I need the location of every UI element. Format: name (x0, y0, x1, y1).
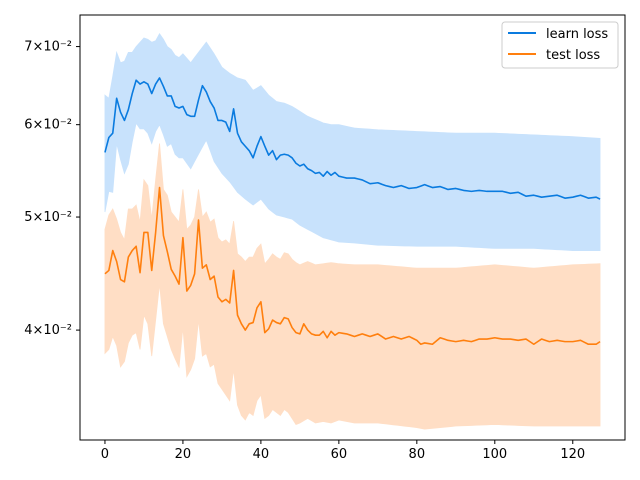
band-learn-loss (104, 32, 601, 251)
x-tick-label-100: 100 (482, 447, 507, 462)
x-axis: 0 20 40 60 80 100 120 (101, 440, 585, 462)
series-line-learn-loss (104, 77, 601, 200)
y-tick-label-0.05: 5×10⁻² (24, 210, 72, 225)
confidence-bands (104, 32, 601, 430)
y-axis: 4×10⁻² 5×10⁻² 6×10⁻² 7×10⁻² (24, 40, 80, 338)
legend-label-learn-loss: learn loss (546, 27, 608, 42)
y-tick-label-0.06: 6×10⁻² (24, 118, 72, 133)
x-tick-label-0: 0 (101, 447, 109, 462)
x-tick-label-40: 40 (253, 447, 270, 462)
x-tick-label-60: 60 (331, 447, 348, 462)
x-tick-label-20: 20 (175, 447, 192, 462)
x-tick-label-120: 120 (560, 447, 585, 462)
series-lines (104, 77, 601, 346)
plot-area-frame (79, 14, 626, 441)
legend: learn loss test loss (501, 21, 619, 69)
legend-label-test-loss: test loss (546, 48, 600, 63)
x-tick-label-80: 80 (409, 447, 426, 462)
series-line-test-loss (104, 186, 601, 346)
y-tick-label-0.07: 7×10⁻² (24, 40, 72, 55)
band-test-loss (104, 143, 601, 430)
y-tick-label-0.04: 4×10⁻² (24, 323, 72, 338)
